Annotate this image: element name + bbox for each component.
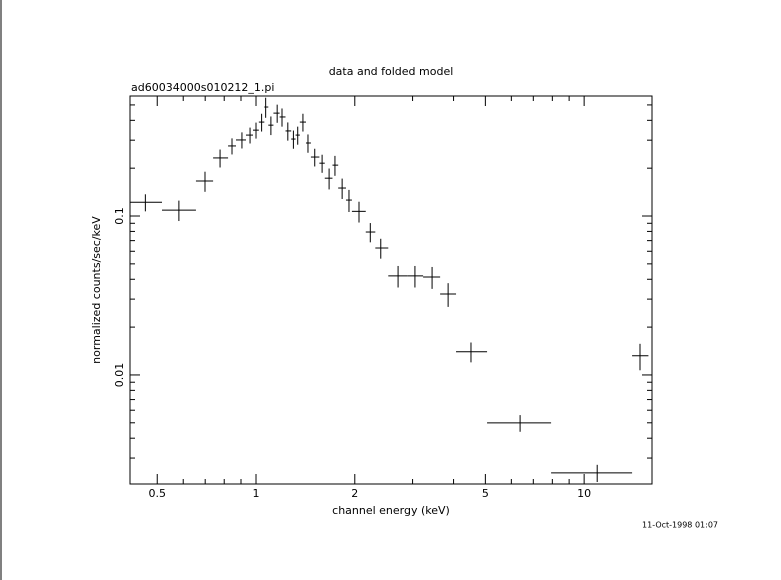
y-tick-label: 0.1	[113, 207, 126, 225]
x-tick-label: 10	[577, 487, 591, 500]
x-axis-label: channel energy (keV)	[332, 504, 450, 517]
timestamp: 11-Oct-1998 01:07	[642, 521, 718, 530]
x-tick-label: 2	[351, 487, 358, 500]
x-tick-label: 0.5	[148, 487, 166, 500]
y-axis-label: normalized counts/sec/keV	[90, 216, 103, 364]
x-tick-label: 5	[482, 487, 489, 500]
chart-subtitle: ad60034000s010212_1.pi	[131, 81, 274, 94]
plot-frame	[129, 95, 653, 485]
x-tick-label: 1	[253, 487, 260, 500]
y-tick-label: 0.01	[113, 363, 126, 388]
chart-title: data and folded model	[329, 65, 454, 78]
